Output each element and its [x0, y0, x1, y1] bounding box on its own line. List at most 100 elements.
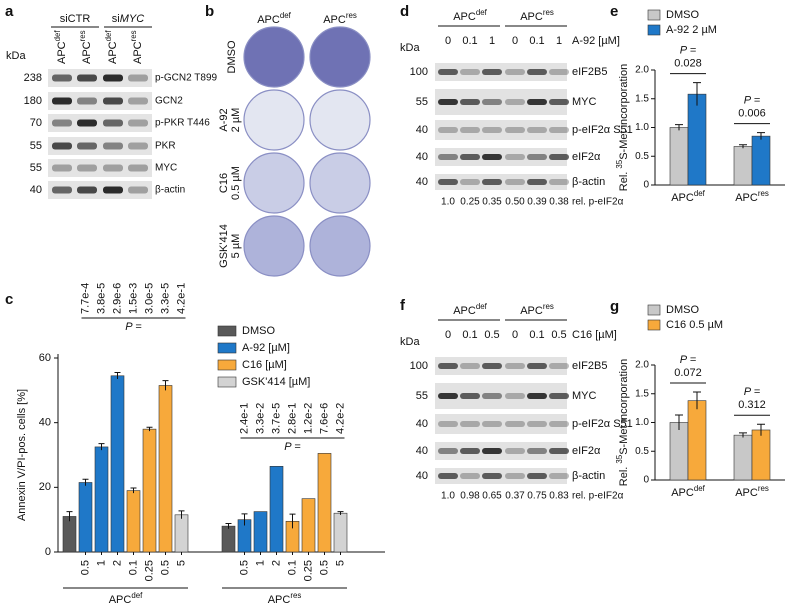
error-bar — [82, 478, 89, 486]
text-part: APC — [735, 487, 758, 499]
legend-swatch — [217, 376, 237, 388]
text-part: Rel. — [618, 169, 630, 192]
blot-band — [128, 97, 148, 105]
error-bar — [739, 144, 747, 149]
panel-letter: g — [610, 298, 619, 315]
legend-swatch — [647, 319, 661, 331]
p-value: 2.9e-6 — [111, 283, 123, 314]
blot-label: β-actin — [572, 470, 605, 482]
bar — [174, 514, 189, 553]
text-part: def — [53, 30, 62, 42]
quant-value: 0.65 — [482, 491, 502, 502]
blot-band — [460, 393, 480, 399]
kda-marker: 55 — [416, 390, 428, 402]
legend-label: GSK'414 [µM] — [242, 376, 310, 388]
blot-band — [505, 448, 525, 454]
p-value: 0.312 — [738, 399, 766, 411]
blot-band — [505, 363, 525, 369]
lane-label: APCdef — [53, 30, 68, 64]
legend-swatch — [647, 9, 661, 21]
x-tick-label: 5 — [175, 560, 187, 566]
y-tick-label: 40 — [39, 417, 51, 429]
blot-band — [527, 69, 547, 75]
p-value: 2.8e-1 — [286, 403, 298, 434]
blot-band — [77, 164, 97, 172]
text-part: 35 — [615, 159, 624, 168]
lane-label: 0.1 — [529, 329, 544, 341]
blot-band — [505, 99, 525, 105]
bar — [669, 127, 689, 186]
lane-label: APCdef — [104, 30, 119, 64]
kda-marker: 55 — [416, 96, 428, 108]
lane-label: 0.5 — [484, 329, 499, 341]
p-value: 3.3e-2 — [254, 403, 266, 434]
kda-marker: 100 — [410, 360, 428, 372]
error-bar — [66, 511, 73, 522]
blot-band — [527, 363, 547, 369]
lane-label: 0 — [445, 35, 451, 47]
blot-band — [128, 119, 148, 127]
text-part: res — [78, 30, 87, 41]
text-part: 35 — [615, 454, 624, 463]
blot-band — [482, 448, 502, 454]
kda-marker: 55 — [30, 140, 42, 152]
text-part: def — [694, 484, 706, 493]
blot-band — [128, 164, 148, 172]
group-label: APCres — [520, 8, 554, 23]
text-part: APC — [323, 14, 346, 26]
blot-band — [103, 164, 123, 172]
error-bar — [162, 380, 169, 391]
bar — [333, 512, 348, 553]
error-bar — [114, 372, 121, 380]
x-tick-label: APCdef — [671, 484, 705, 499]
blot-band — [549, 473, 569, 479]
panel-letter: f — [400, 297, 406, 314]
p-prefix: P = — [744, 386, 761, 398]
treatment-label: C16 [µM] — [572, 329, 617, 341]
bar — [62, 516, 77, 553]
colony-well — [309, 152, 371, 214]
blot-band — [77, 186, 97, 194]
kda-title: kDa — [6, 50, 26, 62]
group-label: APCres — [268, 591, 302, 606]
text-part: def — [131, 591, 143, 600]
x-tick-label: APCdef — [671, 189, 705, 204]
kda-marker: 180 — [24, 95, 42, 107]
text-part: APC — [735, 192, 758, 204]
lane-label: 0 — [512, 329, 518, 341]
blot-band — [549, 421, 569, 427]
x-tick-label: 0.25 — [143, 560, 155, 581]
row-label: DMSO — [226, 40, 238, 73]
blot-strip — [48, 159, 152, 177]
blot-band — [549, 154, 569, 160]
error-bar — [675, 414, 683, 430]
blot-band — [482, 473, 502, 479]
text-part: APC — [132, 41, 144, 64]
text-part: APC — [671, 192, 694, 204]
y-tick-label: 1.5 — [635, 388, 649, 399]
lane-label: 0 — [445, 329, 451, 341]
blot-label: MYC — [155, 163, 177, 174]
kda-marker: 40 — [416, 151, 428, 163]
quant-value: 0.75 — [527, 491, 547, 502]
text-part: res — [290, 591, 301, 600]
lane-label: APCres — [78, 30, 93, 64]
x-tick-label: 2 — [111, 560, 123, 566]
blot-band — [527, 179, 547, 185]
p-value: 1.2e-2 — [302, 403, 314, 434]
group-label: siMYC — [112, 13, 144, 25]
blot-band — [103, 97, 123, 105]
quant-value: 0.37 — [505, 491, 525, 502]
y-tick-label: 2.0 — [635, 360, 649, 371]
row-label: 5 µM — [230, 234, 242, 259]
kda-title: kDa — [400, 336, 420, 348]
text-part: APC — [268, 594, 291, 606]
blot-strip — [435, 414, 567, 434]
blot-band — [482, 99, 502, 105]
legend-label: C16 [µM] — [242, 359, 287, 371]
blot-label: eIF2B5 — [572, 360, 607, 372]
y-tick-label: 0.5 — [635, 151, 649, 162]
colony-well — [243, 215, 305, 277]
text-part: def — [104, 30, 113, 42]
legend-label: DMSO — [242, 325, 275, 337]
